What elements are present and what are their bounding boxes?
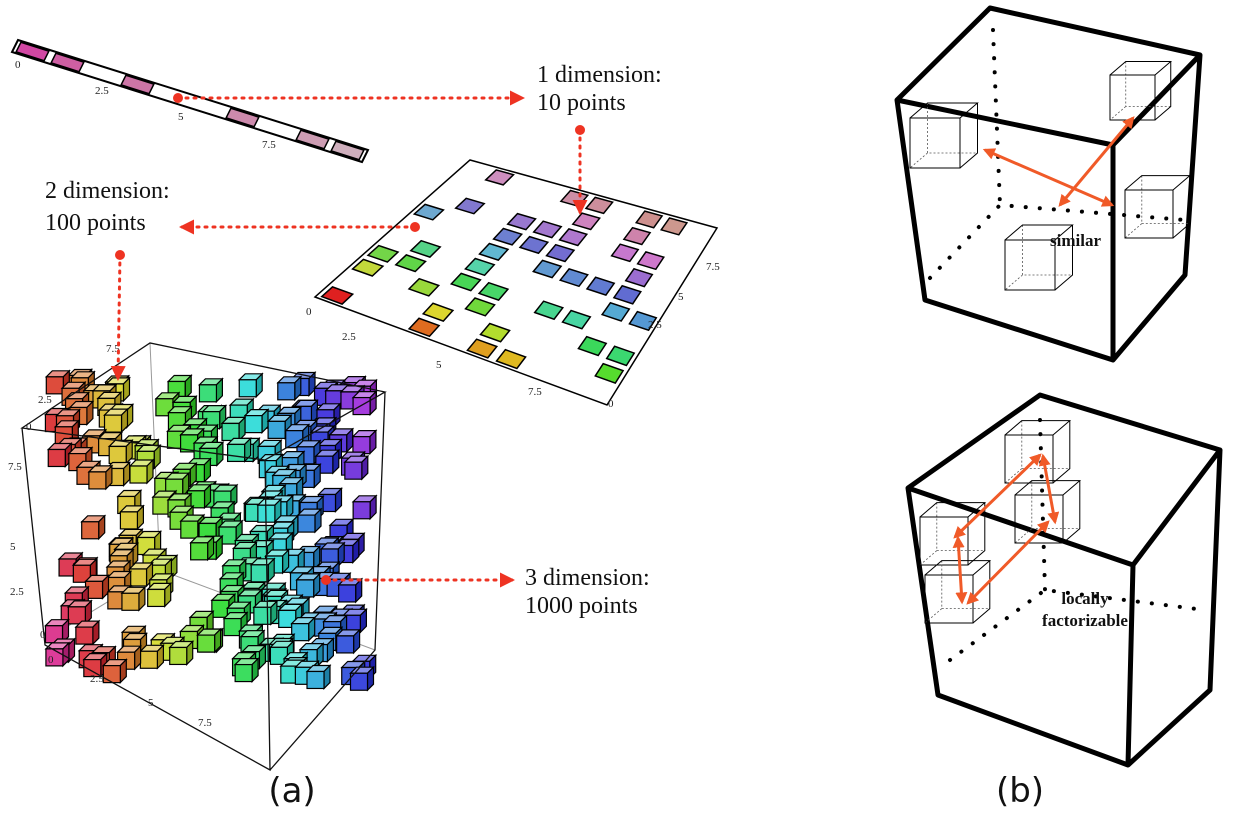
annotation: locally	[1061, 589, 1109, 608]
small-cube	[181, 521, 198, 538]
small-cube	[140, 651, 157, 668]
panel-label: (b)	[996, 771, 1044, 811]
small-cube	[130, 466, 147, 483]
small-cube	[239, 380, 256, 397]
small-cube	[212, 600, 229, 617]
relation-arrow	[985, 150, 1112, 205]
tick-label: 2.5	[648, 319, 662, 331]
wire-cube-hidden	[1110, 62, 1171, 121]
tick-label: 2.5	[10, 586, 24, 598]
small-cube	[339, 585, 356, 602]
wire-cube	[1125, 176, 1190, 238]
small-cube	[170, 647, 187, 664]
relation-arrow	[955, 455, 1040, 537]
tick-label: 7.5	[706, 261, 720, 273]
label-3d-points: 1000 points	[525, 593, 638, 619]
tick-label: 2.5	[90, 673, 104, 685]
small-cube	[82, 522, 99, 539]
tick-label: 2.5	[38, 394, 52, 406]
small-cube	[191, 543, 208, 560]
label-2d-title: 2 dimension:	[45, 178, 170, 204]
tick-label: 0	[306, 306, 312, 318]
small-cube	[122, 593, 139, 610]
small-cube	[48, 449, 65, 466]
small-cube	[89, 472, 106, 489]
wire-cube	[1005, 421, 1070, 483]
tick-label: 5	[148, 697, 154, 709]
tick-label: 5	[10, 541, 16, 553]
pointer-dot	[410, 222, 420, 232]
tick-label: 0	[26, 421, 32, 433]
small-cube	[307, 671, 324, 688]
annotation: similar	[1050, 231, 1101, 250]
small-cube	[245, 416, 262, 433]
wire-cube-hidden	[1005, 421, 1070, 483]
small-cube	[353, 502, 370, 519]
wire-cube	[1110, 62, 1171, 121]
pointer-dot	[321, 575, 331, 585]
wire-cube-hidden	[1125, 176, 1190, 238]
label-3d-title: 3 dimension:	[525, 565, 650, 591]
annotation: factorizable	[1042, 611, 1128, 630]
small-cube	[278, 383, 295, 400]
small-cube	[353, 398, 370, 415]
small-cube	[298, 515, 315, 532]
pointer-dot	[173, 93, 183, 103]
pointer-arrow	[118, 255, 120, 378]
small-cube	[199, 385, 216, 402]
relation-arrow	[1060, 118, 1133, 205]
small-cube	[130, 569, 147, 586]
tick-label: 0	[48, 654, 54, 666]
small-cube	[228, 444, 245, 461]
small-cube	[251, 565, 268, 582]
small-cube	[103, 666, 120, 683]
small-cube	[268, 421, 285, 438]
tick-label: 7.5	[198, 717, 212, 729]
label-2d-points: 100 points	[45, 210, 146, 236]
small-cube	[105, 415, 122, 432]
big-cube-top	[897, 8, 1185, 145]
relation-arrow	[968, 522, 1048, 603]
figure: 0 2.5 5 7.5 0 2.5 5 7.5 0 2.5 5 7.5 0 2.5 7.5 0 2.5 5 7.5 0…	[0, 0, 1233, 819]
big-cube-outline	[897, 8, 1200, 360]
pointer-dot	[115, 250, 125, 260]
tick-label: 5	[678, 291, 684, 303]
small-cube	[46, 377, 63, 394]
small-cube	[109, 446, 126, 463]
tick-label: 0	[15, 59, 21, 71]
small-cube	[353, 437, 370, 454]
small-cube	[297, 580, 314, 597]
tick-label: 2.5	[342, 331, 356, 343]
pointer-dot	[575, 125, 585, 135]
label-1d-points: 10 points	[537, 90, 626, 116]
small-cube	[235, 665, 252, 682]
label-1d-title: 1 dimension:	[537, 62, 662, 88]
tick-label: 0	[40, 629, 46, 641]
panel-a-drawings: 0 2.5 5 7.5 0 2.5 5 7.5 0 2.5 5 7.5 0 2.5 7.5 0 2.5 5 7.5 0…	[8, 40, 720, 770]
small-cube	[337, 636, 354, 653]
tick-label: 7.5	[528, 386, 542, 398]
big-cube-outline	[908, 395, 1220, 765]
tick-label: 2.5	[95, 85, 109, 97]
small-cube	[224, 619, 241, 636]
small-cube	[345, 462, 362, 479]
small-cube	[120, 512, 137, 529]
small-cube	[198, 635, 215, 652]
tick-label: 5	[178, 111, 184, 123]
small-cube	[148, 589, 165, 606]
relation-arrow	[958, 538, 962, 602]
small-cube	[76, 627, 93, 644]
small-cube	[153, 497, 170, 514]
tick-label: 7.5	[8, 461, 22, 473]
panel-b-drawings	[897, 8, 1220, 765]
panel-label: (a)	[268, 771, 315, 811]
tick-label: 0	[608, 398, 614, 410]
tick-label: 7.5	[262, 139, 276, 151]
small-cube	[254, 607, 271, 624]
tick-label: 5	[436, 359, 442, 371]
